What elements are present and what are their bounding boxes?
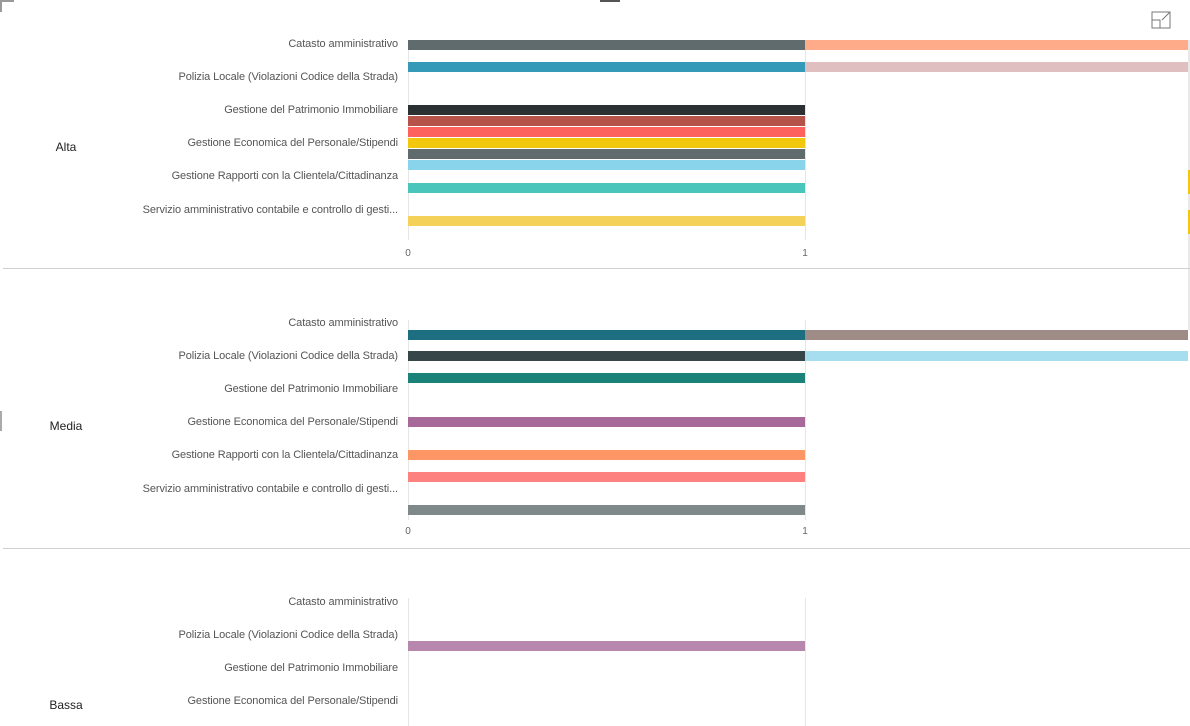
- bar-segment[interactable]: [408, 417, 805, 427]
- bar-segment[interactable]: [805, 62, 1188, 72]
- x-tick-label: 1: [802, 526, 808, 537]
- category-label: Gestione Economica del Personale/Stipend…: [187, 416, 398, 428]
- panel-divider: [3, 548, 1190, 549]
- bar-segment[interactable]: [408, 127, 805, 137]
- group-label-alta: Alta: [55, 140, 77, 154]
- bar-segment[interactable]: [805, 40, 1188, 50]
- corner-bracket-vertical: [0, 0, 2, 12]
- bar-segment[interactable]: [408, 149, 805, 159]
- category-label: Catasto amministrativo: [288, 596, 398, 608]
- group-label-media: Media: [49, 419, 83, 433]
- focus-mode-icon[interactable]: [1150, 8, 1174, 32]
- x-tick-label: 0: [405, 248, 411, 259]
- category-label: Gestione Rapporti con la Clientela/Citta…: [171, 449, 399, 461]
- x-tick-label: 0: [405, 526, 411, 537]
- bar-segment[interactable]: [408, 62, 805, 72]
- bar-segment[interactable]: [408, 138, 805, 148]
- category-label: Gestione Rapporti con la Clientela/Citta…: [171, 170, 399, 182]
- category-label: Polizia Locale (Violazioni Codice della …: [178, 71, 398, 83]
- bar-segment[interactable]: [805, 351, 1188, 361]
- bar-segment[interactable]: [805, 330, 1188, 340]
- bar-segment[interactable]: [408, 40, 805, 50]
- group-label-bassa: Bassa: [49, 698, 83, 712]
- category-label: Gestione del Patrimonio Immobiliare: [224, 104, 398, 116]
- bar-segment[interactable]: [408, 351, 805, 361]
- bar-segment[interactable]: [408, 116, 805, 126]
- bar-segment-clipped: [1188, 170, 1190, 194]
- category-label: Gestione Economica del Personale/Stipend…: [187, 137, 398, 149]
- category-label: Gestione del Patrimonio Immobiliare: [224, 662, 398, 674]
- category-label: Catasto amministrativo: [288, 317, 398, 329]
- category-label: Servizio amministrativo contabile e cont…: [142, 204, 398, 216]
- panel-divider: [3, 268, 1190, 269]
- resize-handle[interactable]: [0, 411, 2, 431]
- x-tick-label: 1: [802, 248, 808, 259]
- bar-segment[interactable]: [408, 183, 805, 193]
- category-label: Gestione del Patrimonio Immobiliare: [224, 383, 398, 395]
- bar-segment[interactable]: [408, 641, 805, 651]
- bar-segment[interactable]: [408, 160, 805, 170]
- bar-segment[interactable]: [408, 105, 805, 115]
- gridline: [408, 598, 409, 726]
- bar-segment[interactable]: [408, 505, 805, 515]
- bar-segment[interactable]: [408, 216, 805, 226]
- bar-segment[interactable]: [408, 472, 805, 482]
- gridline: [805, 40, 806, 240]
- category-label: Gestione Economica del Personale/Stipend…: [187, 695, 398, 707]
- category-label: Servizio amministrativo contabile e cont…: [142, 483, 398, 495]
- gridline: [805, 598, 806, 726]
- bar-segment[interactable]: [408, 373, 805, 383]
- category-label: Polizia Locale (Violazioni Codice della …: [178, 629, 398, 641]
- category-label: Polizia Locale (Violazioni Codice della …: [178, 350, 398, 362]
- category-label: Catasto amministrativo: [288, 38, 398, 50]
- gridline: [805, 320, 806, 520]
- bar-segment[interactable]: [408, 330, 805, 340]
- bar-segment-clipped: [1188, 210, 1190, 234]
- corner-bracket-horizontal: [0, 0, 14, 2]
- bar-segment[interactable]: [408, 450, 805, 460]
- top-handle[interactable]: [600, 0, 620, 2]
